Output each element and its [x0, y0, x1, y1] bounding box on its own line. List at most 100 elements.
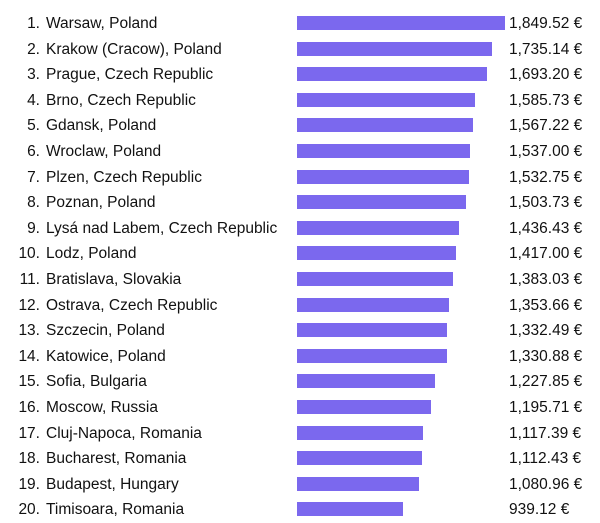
bar: [297, 92, 476, 107]
value-label: 1,735.14 €: [509, 40, 583, 58]
list-item: 18. Bucharest, Romania 1,112.43 €: [0, 446, 600, 472]
rank-label: 1.: [27, 15, 40, 32]
list-item: 6. Wroclaw, Poland 1,537.00 €: [0, 139, 600, 165]
category-label: Katowice, Poland: [46, 347, 166, 365]
bar: [297, 297, 450, 312]
rank-label: 6.: [27, 143, 40, 160]
bar: [297, 348, 447, 363]
category-label: Sofia, Bulgaria: [46, 373, 147, 391]
value-label: 1,503.73 €: [509, 194, 583, 212]
value-label: 1,585.73 €: [509, 91, 583, 109]
category-label: Bucharest, Romania: [46, 450, 187, 468]
list-item: 3. Prague, Czech Republic 1,693.20 €: [0, 62, 600, 88]
bar: [297, 220, 459, 235]
value-label: 1,537.00 €: [509, 143, 583, 160]
rank-label: 14.: [18, 347, 40, 365]
list-item: 16. Moscow, Russia 1,195.71 €: [0, 395, 600, 421]
list-item: 20. Timisoara, Romania 939.12 €: [0, 497, 600, 523]
rank-label: 2.: [27, 40, 40, 58]
category-label: Poznan, Poland: [46, 194, 156, 212]
value-label: 1,080.96 €: [509, 475, 583, 493]
bar: [297, 323, 447, 338]
category-label: Lysá nad Labem, Czech Republic: [46, 219, 278, 237]
rank-label: 3.: [27, 66, 40, 84]
bar: [297, 169, 470, 184]
category-label: Krakow (Cracow), Poland: [46, 40, 222, 58]
rank-label: 17.: [18, 424, 40, 442]
rank-label: 20.: [18, 501, 40, 519]
category-label: Warsaw, Poland: [46, 15, 158, 32]
value-label: 939.12 €: [509, 501, 570, 519]
value-label: 1,227.85 €: [509, 373, 583, 391]
rank-label: 13.: [18, 322, 40, 340]
list-item: 19. Budapest, Hungary 1,080.96 €: [0, 472, 600, 498]
value-label: 1,693.20 €: [509, 66, 583, 84]
value-label: 1,353.66 €: [509, 296, 583, 314]
list-item: 15. Sofia, Bulgaria 1,227.85 €: [0, 369, 600, 395]
value-label: 1,330.88 €: [509, 347, 583, 365]
list-item: 12. Ostrava, Czech Republic 1,353.66 €: [0, 293, 600, 319]
list-item: 10. Lodz, Poland 1,417.00 €: [0, 241, 600, 267]
category-label: Moscow, Russia: [46, 399, 158, 416]
rank-label: 16.: [18, 399, 40, 416]
list-item: 11. Bratislava, Slovakia 1,383.03 €: [0, 267, 600, 293]
list-item: 9. Lysá nad Labem, Czech Republic 1,436.43…: [0, 216, 600, 242]
list-item: 5. Gdansk, Poland 1,567.22 €: [0, 113, 600, 139]
bar: [297, 118, 474, 133]
bar: [297, 41, 493, 56]
bar: [297, 476, 419, 491]
list-item: 4. Brno, Czech Republic 1,585.73 €: [0, 88, 600, 114]
bar: [297, 502, 403, 517]
list-item: 2. Krakow (Cracow), Poland 1,735.14 €: [0, 37, 600, 63]
value-label: 1,849.52 €: [509, 15, 583, 32]
category-label: Szczecin, Poland: [46, 322, 165, 340]
rank-label: 9.: [27, 219, 40, 237]
value-label: 1,417.00 €: [509, 245, 583, 263]
value-label: 1,567.22 €: [509, 117, 583, 135]
rank-label: 12.: [18, 296, 40, 314]
rank-label: 19.: [18, 475, 40, 493]
rank-label: 5.: [27, 117, 40, 135]
value-label: 1,436.43 €: [509, 219, 583, 237]
list-item: 1. Warsaw, Poland 1,849.52 €: [0, 11, 600, 37]
bar: [297, 144, 470, 158]
rank-label: 18.: [18, 450, 40, 468]
category-label: Cluj-Napoca, Romania: [46, 424, 202, 442]
value-label: 1,117.39 €: [509, 424, 582, 442]
list-item: 13. Szczecin, Poland 1,332.49 €: [0, 318, 600, 344]
category-label: Wroclaw, Poland: [46, 143, 162, 160]
rank-label: 8.: [27, 194, 40, 212]
list-item: 8. Poznan, Poland 1,503.73 €: [0, 190, 600, 216]
bar: [297, 16, 505, 30]
bar: [297, 272, 453, 286]
category-label: Ostrava, Czech Republic: [46, 296, 218, 314]
category-label: Gdansk, Poland: [46, 117, 157, 135]
value-label: 1,112.43 €: [509, 450, 582, 468]
value-label: 1,532.75 €: [509, 168, 583, 186]
category-label: Budapest, Hungary: [46, 475, 179, 493]
bar: [297, 67, 488, 82]
rank-label: 7.: [27, 168, 40, 186]
bar: [297, 374, 436, 389]
list-item: 7. Plzen, Czech Republic 1,532.75 €: [0, 165, 600, 191]
category-label: Bratislava, Slovakia: [46, 271, 182, 288]
rank-label: 4.: [27, 91, 40, 109]
bar: [297, 400, 432, 414]
category-label: Prague, Czech Republic: [46, 66, 214, 84]
value-label: 1,383.03 €: [509, 271, 583, 288]
bar: [297, 246, 457, 261]
category-label: Brno, Czech Republic: [46, 91, 196, 109]
rank-label: 11.: [19, 271, 40, 288]
list-item: 14. Katowice, Poland 1,330.88 €: [0, 344, 600, 370]
category-label: Lodz, Poland: [46, 245, 137, 263]
category-label: Timisoara, Romania: [46, 501, 185, 519]
list-item: 17. Cluj-Napoca, Romania 1,117.39 €: [0, 421, 600, 447]
bar: [297, 195, 467, 210]
value-label: 1,332.49 €: [509, 322, 583, 340]
rank-label: 10.: [18, 245, 40, 263]
value-label: 1,195.71 €: [509, 399, 583, 416]
bar: [297, 425, 423, 440]
bar: [297, 451, 423, 466]
rank-label: 15.: [18, 373, 40, 391]
category-label: Plzen, Czech Republic: [46, 168, 202, 186]
